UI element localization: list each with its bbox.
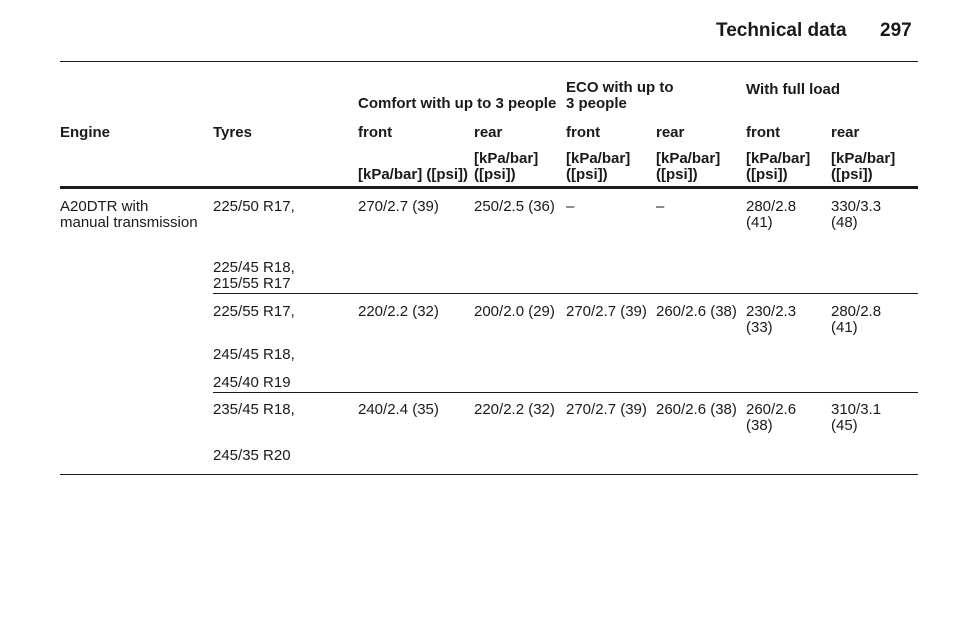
tyre-size: 245/35 R20 xyxy=(213,447,291,464)
unit-header: [kPa/bar] ([psi]) xyxy=(746,150,811,183)
unit-header: [kPa/bar] ([psi]) xyxy=(358,166,469,183)
rule xyxy=(60,474,918,475)
pressure: 200/2.0 (29) xyxy=(474,303,555,320)
engine: A20DTR with manual transmission xyxy=(60,198,198,231)
tyre-size: 245/45 R18, xyxy=(213,346,295,363)
tyre-size: 245/40 R19 xyxy=(213,374,291,391)
pressure: 250/2.5 (36) xyxy=(474,198,555,215)
rule xyxy=(213,293,918,294)
pressure: 220/2.2 (32) xyxy=(358,303,439,320)
pressure: 310/3.1 (45) xyxy=(831,401,882,434)
column-header: rear xyxy=(474,124,503,141)
column-header: Tyres xyxy=(213,124,252,141)
group-header: Comfort with up to 3 people xyxy=(358,95,557,112)
unit-header: [kPa/bar] ([psi]) xyxy=(566,150,631,183)
unit-header: [kPa/bar] ([psi]) xyxy=(656,150,721,183)
pressure: 280/2.8 (41) xyxy=(831,303,882,336)
column-header: rear xyxy=(656,124,685,141)
tyre-size: 225/55 R17, xyxy=(213,303,295,320)
header-title: Technical data xyxy=(716,20,847,41)
pressure: 270/2.7 (39) xyxy=(566,303,647,320)
rule xyxy=(60,61,918,62)
column-header: front xyxy=(746,124,781,141)
pressure: 260/2.6 (38) xyxy=(656,303,737,320)
column-header: rear xyxy=(831,124,860,141)
tyre-size: 225/45 R18, xyxy=(213,259,295,276)
pressure: 260/2.6 (38) xyxy=(746,401,797,434)
column-header: Engine xyxy=(60,124,111,141)
pressure: 270/2.7 (39) xyxy=(566,401,647,418)
tyre-size: 215/55 R17 xyxy=(213,275,291,292)
pressure: 220/2.2 (32) xyxy=(474,401,555,418)
column-header: front xyxy=(358,124,393,141)
pressure: 270/2.7 (39) xyxy=(358,198,439,215)
unit-header: [kPa/bar] ([psi]) xyxy=(474,150,539,183)
page-number: 297 xyxy=(880,20,912,41)
group-header: ECO with up to 3 people xyxy=(566,79,674,112)
tyre-size: 225/50 R17, xyxy=(213,198,295,215)
column-header: front xyxy=(566,124,601,141)
pressure: 230/2.3 (33) xyxy=(746,303,797,336)
pressure: 330/3.3 (48) xyxy=(831,198,882,231)
pressure: 280/2.8 (41) xyxy=(746,198,797,231)
pressure: – xyxy=(656,198,665,215)
pressure: 260/2.6 (38) xyxy=(656,401,737,418)
pressure: – xyxy=(566,198,575,215)
tyre-size: 235/45 R18, xyxy=(213,401,295,418)
pressure: 240/2.4 (35) xyxy=(358,401,439,418)
rule xyxy=(213,392,918,393)
unit-header: [kPa/bar] ([psi]) xyxy=(831,150,896,183)
group-header: With full load xyxy=(746,81,841,98)
rule xyxy=(60,186,918,189)
